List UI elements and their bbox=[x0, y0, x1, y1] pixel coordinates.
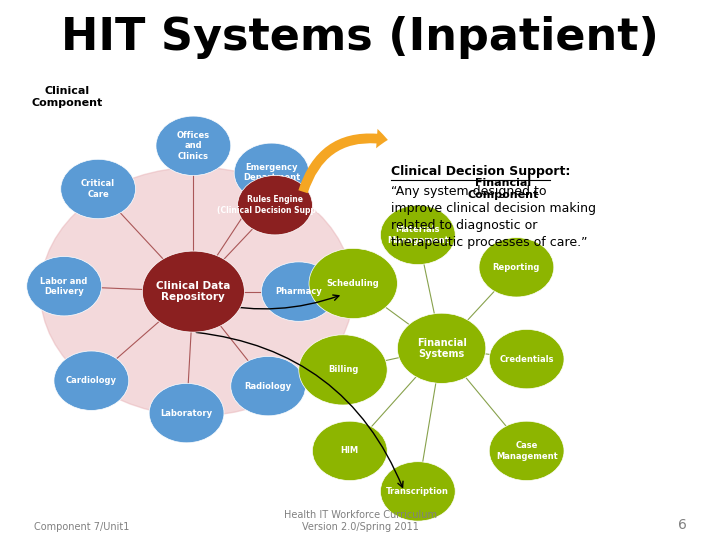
Circle shape bbox=[27, 256, 102, 316]
Circle shape bbox=[40, 167, 354, 416]
Circle shape bbox=[238, 176, 312, 235]
Text: Clinical Data
Repository: Clinical Data Repository bbox=[156, 281, 230, 302]
Text: 6: 6 bbox=[678, 518, 686, 532]
Circle shape bbox=[380, 205, 455, 265]
Text: HIT Systems (Inpatient): HIT Systems (Inpatient) bbox=[61, 16, 659, 59]
Circle shape bbox=[231, 356, 305, 416]
Text: Rules Engine
(Clinical Decision Support): Rules Engine (Clinical Decision Support) bbox=[217, 195, 333, 215]
Text: Health IT Workforce Curriculum
Version 2.0/Spring 2011: Health IT Workforce Curriculum Version 2… bbox=[284, 510, 436, 532]
Circle shape bbox=[380, 462, 455, 521]
Text: Critical
Care: Critical Care bbox=[81, 179, 115, 199]
Text: Transcription: Transcription bbox=[387, 487, 449, 496]
Text: Reporting: Reporting bbox=[492, 263, 540, 272]
Circle shape bbox=[143, 251, 244, 332]
Text: Case
Management: Case Management bbox=[496, 441, 557, 461]
Text: Labor and
Delivery: Labor and Delivery bbox=[40, 276, 88, 296]
Text: Materials
Management: Materials Management bbox=[387, 225, 449, 245]
Circle shape bbox=[312, 421, 387, 481]
Text: Credentials: Credentials bbox=[500, 355, 554, 363]
Text: Offices
and
Clinics: Offices and Clinics bbox=[177, 131, 210, 161]
Circle shape bbox=[479, 238, 554, 297]
Circle shape bbox=[149, 383, 224, 443]
Circle shape bbox=[489, 329, 564, 389]
Text: Component 7/Unit1: Component 7/Unit1 bbox=[34, 522, 129, 532]
Circle shape bbox=[309, 248, 397, 319]
Text: Financial
Systems: Financial Systems bbox=[417, 338, 467, 359]
Circle shape bbox=[397, 313, 486, 383]
Text: Radiology: Radiology bbox=[245, 382, 292, 390]
Text: Scheduling: Scheduling bbox=[327, 279, 379, 288]
Text: Laboratory: Laboratory bbox=[161, 409, 212, 417]
Text: Pharmacy: Pharmacy bbox=[276, 287, 322, 296]
Circle shape bbox=[60, 159, 135, 219]
Text: “Any system designed to
improve clinical decision making
related to diagnostic o: “Any system designed to improve clinical… bbox=[391, 185, 595, 249]
Circle shape bbox=[54, 351, 129, 410]
Text: Cardiology: Cardiology bbox=[66, 376, 117, 385]
Circle shape bbox=[261, 262, 336, 321]
Text: Emergency
Department: Emergency Department bbox=[243, 163, 300, 183]
Text: Clinical Decision Support:: Clinical Decision Support: bbox=[391, 165, 570, 178]
Text: HIM: HIM bbox=[341, 447, 359, 455]
Text: Billing: Billing bbox=[328, 366, 358, 374]
Circle shape bbox=[234, 143, 309, 202]
Text: Financial
Component: Financial Component bbox=[467, 178, 539, 200]
Circle shape bbox=[156, 116, 231, 176]
FancyArrowPatch shape bbox=[298, 129, 388, 193]
Circle shape bbox=[489, 421, 564, 481]
Text: Clinical
Component: Clinical Component bbox=[32, 86, 103, 108]
Circle shape bbox=[299, 335, 387, 405]
